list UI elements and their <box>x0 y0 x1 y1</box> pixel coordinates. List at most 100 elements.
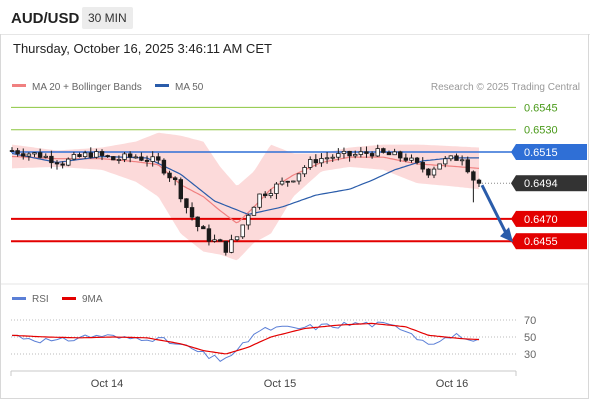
candle-body <box>257 193 262 208</box>
candle-body <box>375 148 380 157</box>
rsi-legend-swatch <box>12 297 26 300</box>
candle-body <box>358 151 364 155</box>
candle-body <box>201 226 206 230</box>
candle-body <box>49 155 54 164</box>
candle-body <box>21 153 26 157</box>
resistance-label-0.6530: 0.6530 <box>524 125 558 137</box>
candle-body <box>212 239 217 242</box>
candle-body <box>409 157 414 161</box>
candle-body <box>26 153 32 157</box>
candle-body <box>459 159 465 162</box>
candle-body <box>386 152 392 156</box>
x-tick-oct-16: Oct 16 <box>436 378 468 390</box>
candle-body <box>437 163 442 170</box>
candle-body <box>274 183 279 194</box>
candlesticks <box>9 144 482 256</box>
x-tick-oct-14: Oct 14 <box>91 378 123 390</box>
x-axis-labels: Oct 14 Oct 15 Oct 16 <box>91 378 468 390</box>
candle-body <box>43 155 48 158</box>
support-tag-pointer-0.6470 <box>511 210 516 227</box>
candle-body <box>285 180 290 183</box>
candle-body <box>172 177 178 181</box>
candle-body <box>223 240 229 253</box>
candle-body <box>341 150 347 154</box>
ma20-legend-swatch <box>12 84 26 87</box>
candle-body <box>206 228 212 242</box>
candle-body <box>161 159 167 174</box>
candle-body <box>353 154 358 157</box>
symbol-title: AUD/USD <box>11 10 80 27</box>
support-label-0.6470: 0.6470 <box>524 214 558 226</box>
candle-body <box>420 162 425 170</box>
last-tag-pointer <box>511 175 516 192</box>
forecast-arrow <box>480 184 513 243</box>
candle-body <box>54 162 60 165</box>
candle-body <box>369 153 375 157</box>
moving-averages <box>11 152 480 224</box>
bollinger-bands <box>12 132 479 261</box>
rsi-ma-line <box>11 322 480 355</box>
pivot-label: 0.6515 <box>524 147 558 159</box>
bollinger-band-area <box>12 132 479 261</box>
candle-body <box>268 193 274 197</box>
candle-body <box>392 151 397 156</box>
candle-body <box>347 150 352 157</box>
candle-body <box>144 159 150 162</box>
x-tick-oct-15: Oct 15 <box>264 378 296 390</box>
candle-body <box>319 158 324 164</box>
candle-body <box>454 155 459 161</box>
candle-body <box>66 158 71 166</box>
candle-body <box>296 173 302 182</box>
support-price-tag-0.6470 <box>516 210 587 227</box>
candle-body <box>234 236 240 241</box>
candle-body <box>426 168 431 176</box>
candle-body <box>403 157 409 161</box>
support-tag-pointer-0.6455 <box>511 233 516 250</box>
candle-body <box>127 153 133 158</box>
ma50-legend-swatch <box>155 84 169 87</box>
candle-body <box>291 180 296 183</box>
candle-body <box>324 157 330 160</box>
candle-body <box>414 157 420 163</box>
support-price-tag-0.6455 <box>516 233 587 250</box>
candle-body <box>398 151 403 159</box>
candle-body <box>167 172 172 179</box>
candle-body <box>94 151 99 158</box>
level-price-tags: 0.6545 0.6530 0.6515 0.6494 0.6470 0.6455 <box>511 102 587 250</box>
candle-body <box>476 179 482 184</box>
timeframe-badge[interactable]: 30 MIN <box>82 7 133 29</box>
candle-body <box>443 158 448 165</box>
candle-body <box>32 152 37 155</box>
candle-body <box>105 155 110 157</box>
candle-body <box>15 150 20 155</box>
rsi-ma-legend-swatch <box>62 297 76 300</box>
candle-body <box>71 154 77 160</box>
support-label-0.6455: 0.6455 <box>524 236 558 248</box>
rsi-tick-70: 70 <box>524 315 536 327</box>
rsi-legend-label: RSI <box>32 294 49 305</box>
candle-body <box>308 159 313 168</box>
rsi-tick-50: 50 <box>524 332 536 344</box>
candle-body <box>139 156 144 161</box>
last-price-tag <box>516 175 587 192</box>
candle-body <box>111 156 116 161</box>
candle-body <box>99 151 105 156</box>
candle-body <box>313 159 319 164</box>
candle-body <box>156 156 161 161</box>
candle-body <box>279 180 285 185</box>
candle-body <box>184 198 189 208</box>
candle-body <box>195 216 200 228</box>
candle-body <box>88 152 93 158</box>
candle-body <box>262 193 268 197</box>
candle-body <box>448 155 454 160</box>
candle-body <box>364 151 369 154</box>
candle-body <box>302 167 307 175</box>
resistance-label-0.6545: 0.6545 <box>524 102 558 114</box>
research-credit: Research © 2025 Trading Central <box>431 82 580 93</box>
candle-body <box>37 152 43 158</box>
candle-body <box>60 163 65 166</box>
chart-timestamp: Thursday, October 16, 2025 3:46:11 AM CE… <box>13 41 272 56</box>
forecast-arrow-head <box>500 227 513 243</box>
rsi-ma-legend-label: 9MA <box>82 294 103 305</box>
